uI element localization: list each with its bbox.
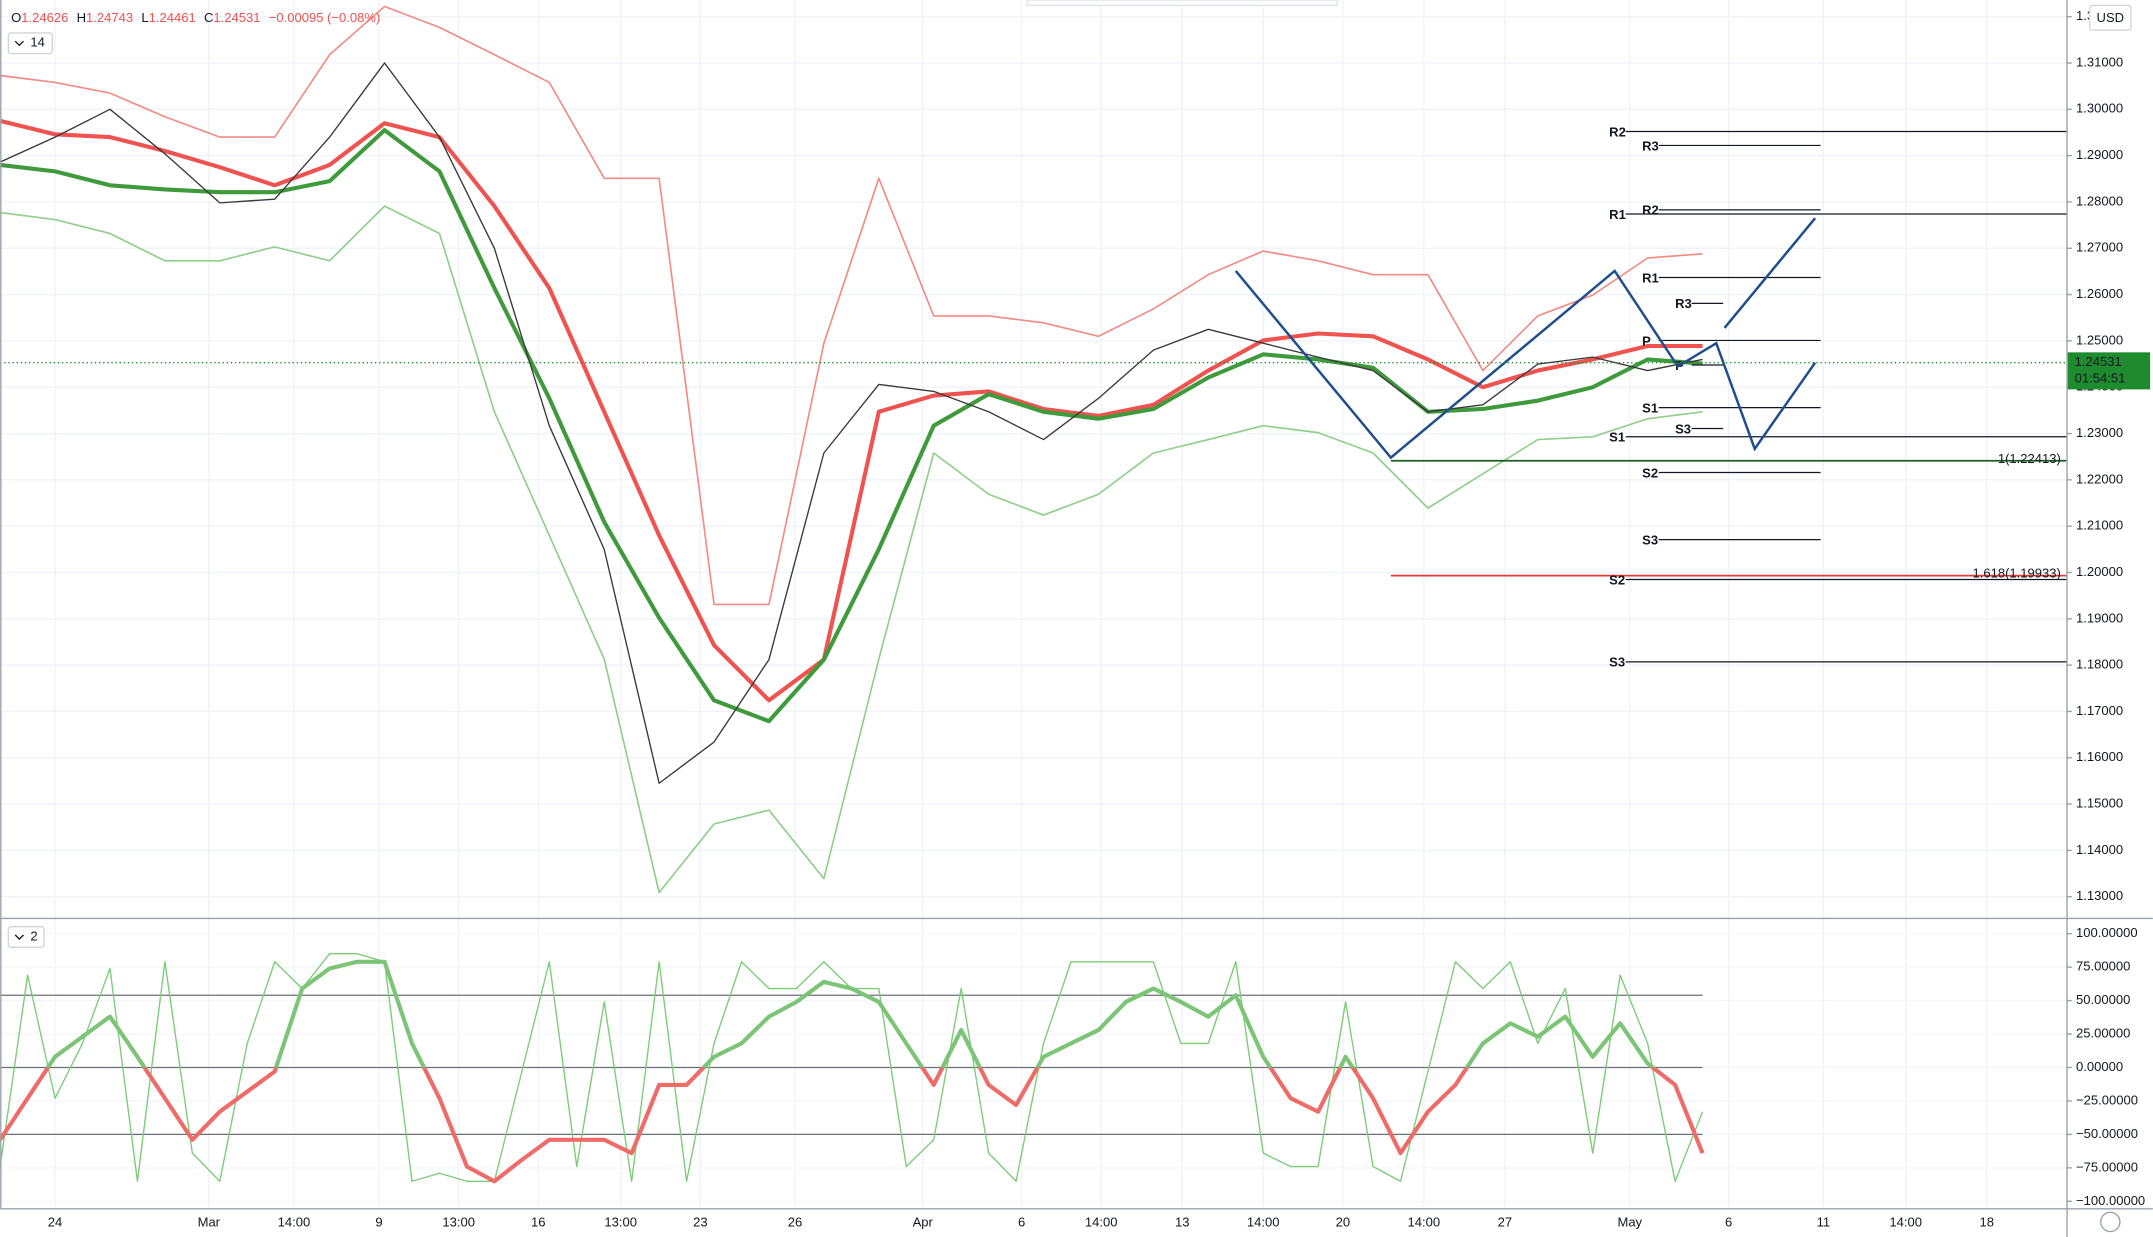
- y-tick-label: 100.00000: [2076, 925, 2138, 940]
- badge-text: 14: [30, 35, 44, 50]
- last-price-label: 1.24531: [2075, 354, 2122, 369]
- fib-label: 1(1.22413): [1998, 451, 2061, 466]
- pivot-label: R3: [1675, 296, 1692, 311]
- ohlc-text: 1.24461: [149, 11, 196, 26]
- y-tick-label: 1.22000: [2076, 471, 2123, 486]
- series-line: [0, 205, 1703, 894]
- y-tick-label: 50.00000: [2076, 992, 2130, 1007]
- y-tick-label: 1.27000: [2076, 240, 2123, 255]
- y-tick-label: 0.00000: [2076, 1059, 2123, 1074]
- last-price-box: [2067, 352, 2151, 390]
- pivot-label: R1: [1642, 270, 1659, 285]
- auto-scale-button[interactable]: [2100, 1211, 2121, 1233]
- y-tick-label: 1.31000: [2076, 54, 2123, 69]
- pivot-label: S3: [1609, 655, 1625, 670]
- ohlc-header: O1.24626 H1.24743 L1.24461 C1.24531 −0.00095…: [11, 11, 380, 26]
- ohlc-text: L: [141, 11, 148, 26]
- y-tick-label: 1.14000: [2076, 842, 2123, 857]
- toolbar-edge: [1026, 0, 1339, 7]
- y-tick-label: 1.17000: [2076, 703, 2123, 718]
- x-tick-label: 11: [1817, 1215, 1831, 1230]
- y-tick-label: 1.28000: [2076, 193, 2123, 208]
- y-tick-label: 1.20000: [2076, 564, 2123, 579]
- y-tick-label: −50.00000: [2076, 1126, 2138, 1141]
- fib-label: 1.618(1.19933): [1972, 566, 2060, 581]
- pivot-label: S2: [1642, 465, 1658, 480]
- x-tick-label: 14:00: [278, 1215, 311, 1230]
- x-tick-label: 14:00: [1247, 1215, 1280, 1230]
- x-tick-label: Apr: [913, 1215, 934, 1230]
- x-tick-label: 13:00: [604, 1215, 637, 1230]
- y-tick-label: 1.19000: [2076, 610, 2123, 625]
- pivot-label: R2: [1609, 124, 1626, 139]
- x-tick-label: May: [1617, 1215, 1642, 1230]
- series-line: [0, 118, 1703, 703]
- x-tick-label: 14:00: [1889, 1215, 1922, 1230]
- badge-text: 2: [30, 928, 37, 943]
- y-tick-label: 1.23000: [2076, 425, 2123, 440]
- x-tick-label: 6: [1725, 1215, 1732, 1230]
- currency: USD: [2097, 10, 2125, 25]
- y-tick-label: 1.21000: [2076, 518, 2123, 533]
- x-tick-label: 26: [788, 1215, 803, 1230]
- pivot-label: R1: [1609, 207, 1626, 222]
- ohlc-text: C: [204, 11, 213, 26]
- ohlc-text: O: [11, 11, 21, 26]
- y-tick-label: 1.15000: [2076, 796, 2123, 811]
- x-tick-label: 13: [1175, 1215, 1190, 1230]
- pivot-label: R2: [1642, 203, 1659, 218]
- ohlc-text: 1.24743: [86, 11, 133, 26]
- x-tick-label: 27: [1498, 1215, 1513, 1230]
- x-tick-label: 23: [693, 1215, 708, 1230]
- ohlc-text: H: [77, 11, 86, 26]
- currency-button[interactable]: [2089, 4, 2132, 31]
- ohlc-text: 1.24531: [213, 11, 260, 26]
- y-tick-label: 1.30000: [2076, 101, 2123, 116]
- chevron-icon: [14, 40, 24, 47]
- y-tick-label: −100.00000: [2076, 1193, 2145, 1208]
- pivot-label: S2: [1609, 572, 1625, 587]
- ohlc-text: −0.00095 (−0.08%): [269, 11, 381, 26]
- pivot-label: R3: [1642, 138, 1659, 153]
- x-tick-label: 16: [531, 1215, 546, 1230]
- pivot-label: S3: [1642, 532, 1658, 547]
- series-line: [0, 959, 1705, 1184]
- ohlc-text: 1.24626: [21, 11, 68, 26]
- x-tick-label: 20: [1336, 1215, 1351, 1230]
- indicator-badge[interactable]: [7, 926, 45, 949]
- x-tick-label: 18: [1979, 1215, 1994, 1230]
- x-tick-label: 6: [1018, 1215, 1025, 1230]
- x-tick-label: 14:00: [1408, 1215, 1441, 1230]
- y-tick-label: 1.29000: [2076, 147, 2123, 162]
- y-tick-label: 1.16000: [2076, 749, 2123, 764]
- y-tick-label: −75.00000: [2076, 1159, 2138, 1174]
- y-tick-label: −25.00000: [2076, 1092, 2138, 1107]
- y-tick-label: 75.00000: [2076, 959, 2130, 974]
- chevron-icon: [14, 934, 24, 941]
- overlay: 14 2 USD 1.24531 01:54:51 O1.24626 H1.24743…: [7, 0, 2151, 1233]
- y-tick-label: 1.25000: [2076, 332, 2123, 347]
- x-tick-label: 9: [375, 1215, 382, 1230]
- y-tick-label: 1.18000: [2076, 657, 2123, 672]
- trend-drawing: [1234, 269, 1817, 460]
- pivot-label: S1: [1642, 400, 1658, 415]
- pivot-label: P: [1642, 333, 1651, 348]
- x-tick-label: 13:00: [442, 1215, 475, 1230]
- x-tick-label: Mar: [198, 1215, 221, 1230]
- indicator-badge[interactable]: [7, 32, 53, 55]
- y-tick-label: 1.26000: [2076, 286, 2123, 301]
- y-tick-label: 25.00000: [2076, 1025, 2130, 1040]
- x-tick-label: 14:00: [1085, 1215, 1118, 1230]
- x-tick-label: 24: [48, 1215, 63, 1230]
- series-line: [0, 62, 1703, 784]
- pivot-label: S3: [1675, 421, 1691, 436]
- countdown: 01:54:51: [2075, 371, 2126, 386]
- y-tick-label: 1.13000: [2076, 888, 2123, 903]
- series-line: [0, 5, 1703, 606]
- pivot-label: S1: [1609, 430, 1625, 445]
- trend-drawing: [1723, 217, 1817, 329]
